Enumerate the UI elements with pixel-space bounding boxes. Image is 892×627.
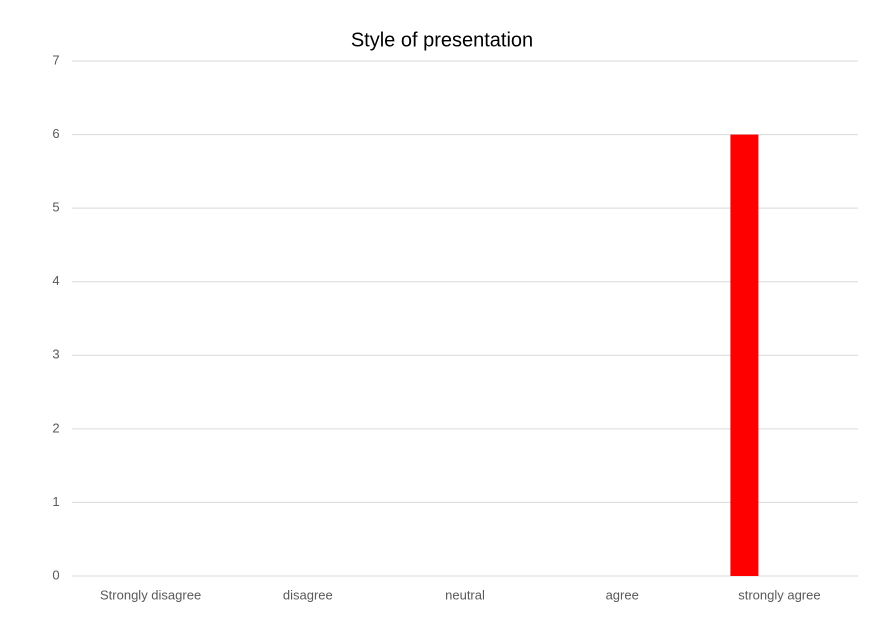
x-tick-label: strongly agree — [738, 587, 820, 602]
y-tick-label: 7 — [52, 52, 59, 67]
x-tick-label: disagree — [283, 587, 333, 602]
y-tick-label: 1 — [52, 494, 59, 509]
y-tick-label: 0 — [52, 567, 59, 582]
y-tick-label: 3 — [52, 347, 59, 362]
chart-title: Style of presentation — [351, 29, 533, 51]
x-tick-label: neutral — [445, 587, 485, 602]
y-tick-label: 5 — [52, 200, 59, 215]
bar — [730, 134, 759, 577]
x-tick-label: agree — [606, 587, 639, 602]
y-tick-label: 6 — [52, 126, 59, 141]
y-tick-label: 2 — [52, 420, 59, 435]
x-tick-label: Strongly disagree — [100, 587, 201, 602]
y-tick-label: 4 — [52, 273, 59, 288]
